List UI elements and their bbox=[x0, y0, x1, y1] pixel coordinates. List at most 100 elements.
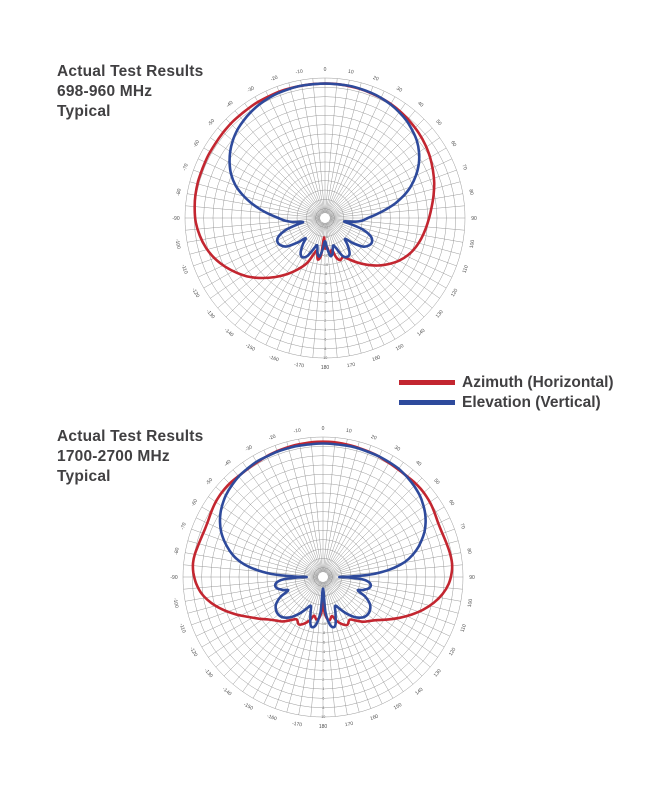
svg-text:20: 20 bbox=[370, 434, 377, 442]
legend-item-azimuth: Azimuth (Horizontal) bbox=[399, 373, 614, 391]
elevation-line-swatch bbox=[399, 399, 455, 406]
svg-text:-30: -30 bbox=[244, 444, 253, 453]
svg-text:-150: -150 bbox=[242, 702, 254, 712]
svg-text:150: 150 bbox=[395, 343, 405, 352]
svg-text:-120: -120 bbox=[190, 287, 200, 299]
svg-text:2: 2 bbox=[324, 319, 326, 323]
svg-text:-16: -16 bbox=[323, 235, 329, 239]
svg-text:-70: -70 bbox=[182, 163, 190, 172]
svg-text:-80: -80 bbox=[176, 188, 183, 196]
svg-text:8: 8 bbox=[322, 706, 324, 710]
svg-text:8: 8 bbox=[324, 347, 326, 351]
svg-text:-20: -20 bbox=[270, 75, 279, 83]
svg-text:-10: -10 bbox=[295, 68, 303, 75]
svg-text:-18: -18 bbox=[323, 226, 329, 230]
svg-text:0: 0 bbox=[322, 669, 324, 673]
svg-text:70: 70 bbox=[460, 164, 468, 171]
svg-text:-90: -90 bbox=[172, 216, 179, 222]
chart2-title-line1: Actual Test Results bbox=[57, 428, 204, 445]
svg-text:-70: -70 bbox=[180, 522, 188, 531]
svg-text:0: 0 bbox=[324, 310, 326, 314]
svg-text:-140: -140 bbox=[223, 327, 235, 338]
svg-text:6: 6 bbox=[322, 697, 324, 701]
svg-text:140: 140 bbox=[416, 328, 426, 338]
chart2-title-line3: Typical bbox=[57, 468, 111, 485]
svg-text:-170: -170 bbox=[292, 721, 303, 729]
svg-text:-150: -150 bbox=[244, 343, 256, 353]
svg-text:-120: -120 bbox=[188, 646, 198, 658]
svg-text:10: 10 bbox=[323, 356, 327, 360]
svg-text:-50: -50 bbox=[205, 477, 214, 487]
svg-text:10: 10 bbox=[346, 428, 353, 435]
svg-text:40: 40 bbox=[416, 100, 424, 108]
svg-text:120: 120 bbox=[448, 647, 457, 657]
svg-text:-12: -12 bbox=[321, 613, 327, 617]
svg-text:0: 0 bbox=[322, 426, 325, 432]
svg-text:-12: -12 bbox=[323, 254, 329, 258]
svg-text:-18: -18 bbox=[321, 585, 327, 589]
svg-text:-2: -2 bbox=[322, 659, 325, 663]
svg-text:120: 120 bbox=[450, 288, 459, 298]
svg-text:10: 10 bbox=[321, 715, 325, 719]
svg-text:90: 90 bbox=[471, 216, 477, 222]
svg-text:130: 130 bbox=[435, 309, 445, 319]
svg-text:4: 4 bbox=[322, 687, 324, 691]
svg-text:180: 180 bbox=[319, 724, 328, 730]
svg-text:-4: -4 bbox=[322, 650, 325, 654]
svg-text:-10: -10 bbox=[321, 622, 327, 626]
svg-text:-100: -100 bbox=[172, 598, 180, 609]
svg-text:-160: -160 bbox=[268, 354, 280, 363]
svg-text:-2: -2 bbox=[324, 300, 327, 304]
svg-text:-50: -50 bbox=[207, 118, 216, 128]
legend: Azimuth (Horizontal) Elevation (Vertical… bbox=[399, 373, 614, 411]
svg-text:80: 80 bbox=[467, 189, 474, 196]
svg-text:80: 80 bbox=[465, 548, 472, 555]
svg-text:-6: -6 bbox=[324, 282, 327, 286]
svg-text:60: 60 bbox=[447, 499, 455, 507]
svg-text:70: 70 bbox=[458, 523, 466, 530]
svg-text:-110: -110 bbox=[180, 264, 189, 275]
svg-text:30: 30 bbox=[393, 445, 401, 453]
svg-text:-10: -10 bbox=[293, 427, 301, 434]
svg-text:-130: -130 bbox=[205, 309, 216, 321]
svg-text:140: 140 bbox=[414, 687, 424, 697]
chart1-title-line2: 698-960 MHz bbox=[57, 83, 153, 100]
legend-label-azimuth: Azimuth (Horizontal) bbox=[462, 373, 614, 391]
svg-text:-20: -20 bbox=[268, 434, 277, 442]
svg-text:0: 0 bbox=[324, 67, 327, 73]
azimuth-line-swatch bbox=[399, 379, 455, 386]
svg-text:50: 50 bbox=[434, 119, 442, 127]
chart1-title-block: Actual Test Results 698-960 MHz Typical bbox=[57, 62, 204, 122]
svg-text:90: 90 bbox=[469, 575, 475, 581]
svg-text:-4: -4 bbox=[324, 291, 327, 295]
svg-text:-140: -140 bbox=[221, 686, 233, 697]
legend-label-elevation: Elevation (Vertical) bbox=[462, 393, 601, 411]
svg-text:-80: -80 bbox=[174, 547, 181, 555]
svg-text:-160: -160 bbox=[266, 713, 278, 722]
svg-text:-60: -60 bbox=[190, 498, 199, 507]
svg-text:-40: -40 bbox=[225, 100, 235, 109]
svg-text:30: 30 bbox=[395, 86, 403, 94]
svg-text:-90: -90 bbox=[170, 575, 177, 581]
svg-text:-10: -10 bbox=[323, 263, 329, 267]
svg-text:170: 170 bbox=[344, 721, 353, 728]
svg-text:40: 40 bbox=[414, 459, 422, 467]
svg-text:6: 6 bbox=[324, 338, 326, 342]
svg-text:-40: -40 bbox=[223, 459, 233, 468]
svg-text:110: 110 bbox=[462, 264, 470, 274]
svg-text:150: 150 bbox=[393, 702, 403, 711]
chart1-title-line3: Typical bbox=[57, 103, 111, 120]
svg-text:-110: -110 bbox=[178, 623, 187, 634]
chart2-title-line2: 1700-2700 MHz bbox=[57, 448, 170, 465]
svg-text:100: 100 bbox=[469, 239, 476, 248]
svg-text:170: 170 bbox=[346, 362, 355, 369]
svg-text:-100: -100 bbox=[174, 239, 182, 250]
polar-chart-1700-2700: -170-160-150-140-130-120-110-100-90-80-7… bbox=[170, 426, 475, 730]
svg-text:160: 160 bbox=[371, 354, 381, 363]
svg-text:-60: -60 bbox=[192, 139, 201, 148]
svg-text:10: 10 bbox=[348, 69, 355, 76]
svg-text:20: 20 bbox=[372, 75, 379, 83]
svg-text:4: 4 bbox=[324, 328, 326, 332]
svg-text:-8: -8 bbox=[324, 272, 327, 276]
